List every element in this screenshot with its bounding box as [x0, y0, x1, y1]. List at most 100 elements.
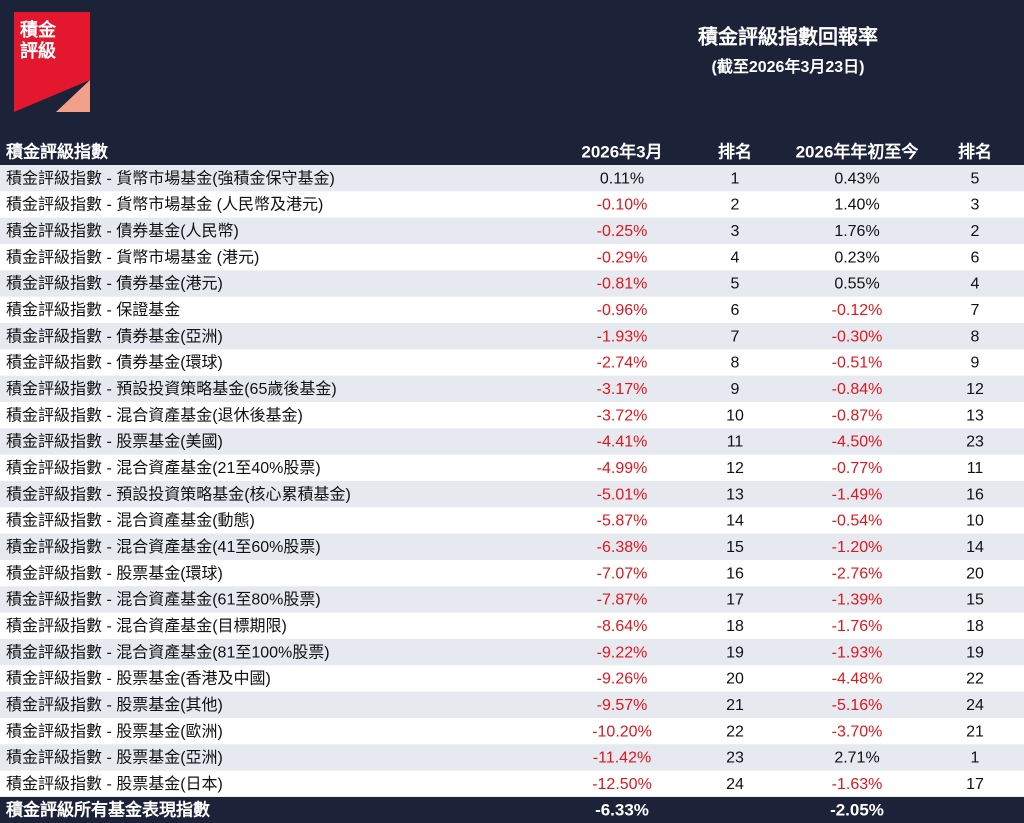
cell: 10: [726, 407, 744, 424]
cell: 1: [971, 750, 980, 767]
cell: 1.40%: [834, 197, 879, 214]
index-name: 積金評級指數 - 股票基金(香港及中國): [6, 670, 271, 688]
cell: -3.17%: [597, 381, 648, 398]
cell: 23: [966, 434, 984, 451]
cell: 18: [726, 618, 744, 635]
column-header: 2026年3月: [581, 141, 662, 161]
index-name: 積金評級指數 - 債券基金(環球): [6, 354, 223, 372]
cell: -6.38%: [597, 539, 648, 556]
cell: 2.71%: [834, 750, 879, 767]
cell: 4: [731, 249, 740, 266]
cell: 2: [971, 223, 980, 240]
cell: -12.50%: [592, 776, 652, 793]
cell: -0.96%: [597, 302, 648, 319]
footer-cell: -2.05%: [830, 800, 884, 819]
cell: -4.50%: [832, 434, 883, 451]
index-name: 積金評級指數 - 貨幣市場基金 (港元): [6, 248, 259, 266]
cell: 15: [726, 539, 744, 556]
cell: -0.30%: [832, 328, 883, 345]
cell: -0.25%: [597, 223, 648, 240]
cell: -1.39%: [832, 592, 883, 609]
cell: 6: [971, 249, 980, 266]
cell: -0.10%: [597, 197, 648, 214]
index-name: 積金評級指數 - 混合資產基金(動態): [6, 512, 255, 530]
cell: -0.84%: [832, 381, 883, 398]
logo-flag: [14, 12, 90, 112]
cell: 19: [726, 644, 744, 661]
cell: -4.41%: [597, 434, 648, 451]
cell: -11.42%: [593, 750, 651, 767]
row-stripe: [0, 375, 1024, 402]
cell: -8.64%: [597, 618, 648, 635]
cell: 0.43%: [834, 170, 879, 187]
cell: 1.76%: [834, 223, 879, 240]
cell: 6: [731, 302, 740, 319]
index-name: 積金評級指數 - 債券基金(亞洲): [6, 327, 223, 345]
cell: -1.20%: [832, 539, 883, 556]
header-band: [0, 0, 1024, 165]
cell: 21: [966, 723, 984, 740]
index-name: 積金評級指數 - 混合資產基金(目標期限): [6, 617, 287, 635]
cell: 24: [726, 776, 744, 793]
cell: 12: [726, 460, 744, 477]
row-stripe: [0, 270, 1024, 297]
cell: 22: [726, 723, 744, 740]
cell: -3.72%: [597, 407, 648, 424]
cell: -5.87%: [597, 513, 648, 530]
cell: 0.11%: [600, 170, 644, 187]
cell: 11: [967, 460, 984, 477]
column-header: 2026年年初至今: [796, 141, 919, 161]
cell: -3.70%: [832, 723, 883, 740]
cell: -1.93%: [597, 328, 648, 345]
logo-triangle: [56, 80, 90, 112]
row-stripe: [0, 586, 1024, 613]
cell: 5: [731, 276, 740, 293]
index-name: 積金評級指數 - 股票基金(歐洲): [6, 722, 223, 740]
cell: 13: [966, 407, 984, 424]
column-header: 排名: [958, 141, 992, 161]
index-name: 積金評級指數 - 混合資產基金(81至100%股票): [6, 643, 330, 661]
row-stripe: [0, 480, 1024, 508]
cell: -2.74%: [597, 355, 648, 372]
index-name: 積金評級指數 - 混合資產基金(41至60%股票): [6, 538, 321, 556]
row-stripe: [0, 322, 1024, 350]
cell: 10: [966, 513, 984, 530]
cell: 2: [731, 197, 740, 214]
cell: 0.55%: [834, 276, 879, 293]
cell: -0.51%: [832, 355, 883, 372]
cell: -0.12%: [832, 302, 883, 319]
cell: 7: [971, 302, 980, 319]
cell: 3: [731, 223, 740, 240]
cell: 11: [727, 434, 744, 451]
cell: 19: [966, 644, 984, 661]
cell: 21: [726, 697, 744, 714]
cell: 24: [966, 697, 984, 714]
cell: 13: [726, 486, 744, 503]
cell: -10.20%: [592, 723, 652, 740]
footer-cell: 積金評級所有基金表現指數: [6, 799, 210, 819]
index-name: 積金評級指數 - 股票基金(日本): [6, 775, 223, 793]
row-stripe: [0, 638, 1024, 666]
column-header: 積金評級指數: [6, 141, 108, 161]
cell: 4: [971, 276, 980, 293]
index-name: 積金評級指數 - 混合資產基金(退休後基金): [6, 406, 303, 424]
footer-cell: -6.33%: [595, 800, 649, 819]
index-name: 積金評級指數 - 預設投資策略基金(核心累積基金): [6, 485, 351, 503]
cell: 22: [966, 671, 984, 688]
cell: -1.76%: [832, 618, 883, 635]
cell: -1.49%: [832, 486, 883, 503]
cell: 8: [731, 355, 740, 372]
cell: -4.48%: [832, 671, 883, 688]
cell: -4.99%: [597, 460, 648, 477]
index-name: 積金評級指數 - 貨幣市場基金(強積金保守基金): [6, 169, 335, 187]
cell: 7: [731, 328, 740, 345]
row-stripe: [0, 217, 1024, 244]
index-name: 積金評級指數 - 混合資產基金(21至40%股票): [6, 459, 321, 477]
row-stripe: [0, 165, 1024, 192]
subtitle: (截至2026年3月23日): [712, 57, 865, 76]
row-stripe: [0, 533, 1024, 560]
cell: 8: [971, 328, 980, 345]
cell: -1.93%: [832, 644, 883, 661]
cell: -9.26%: [597, 671, 648, 688]
